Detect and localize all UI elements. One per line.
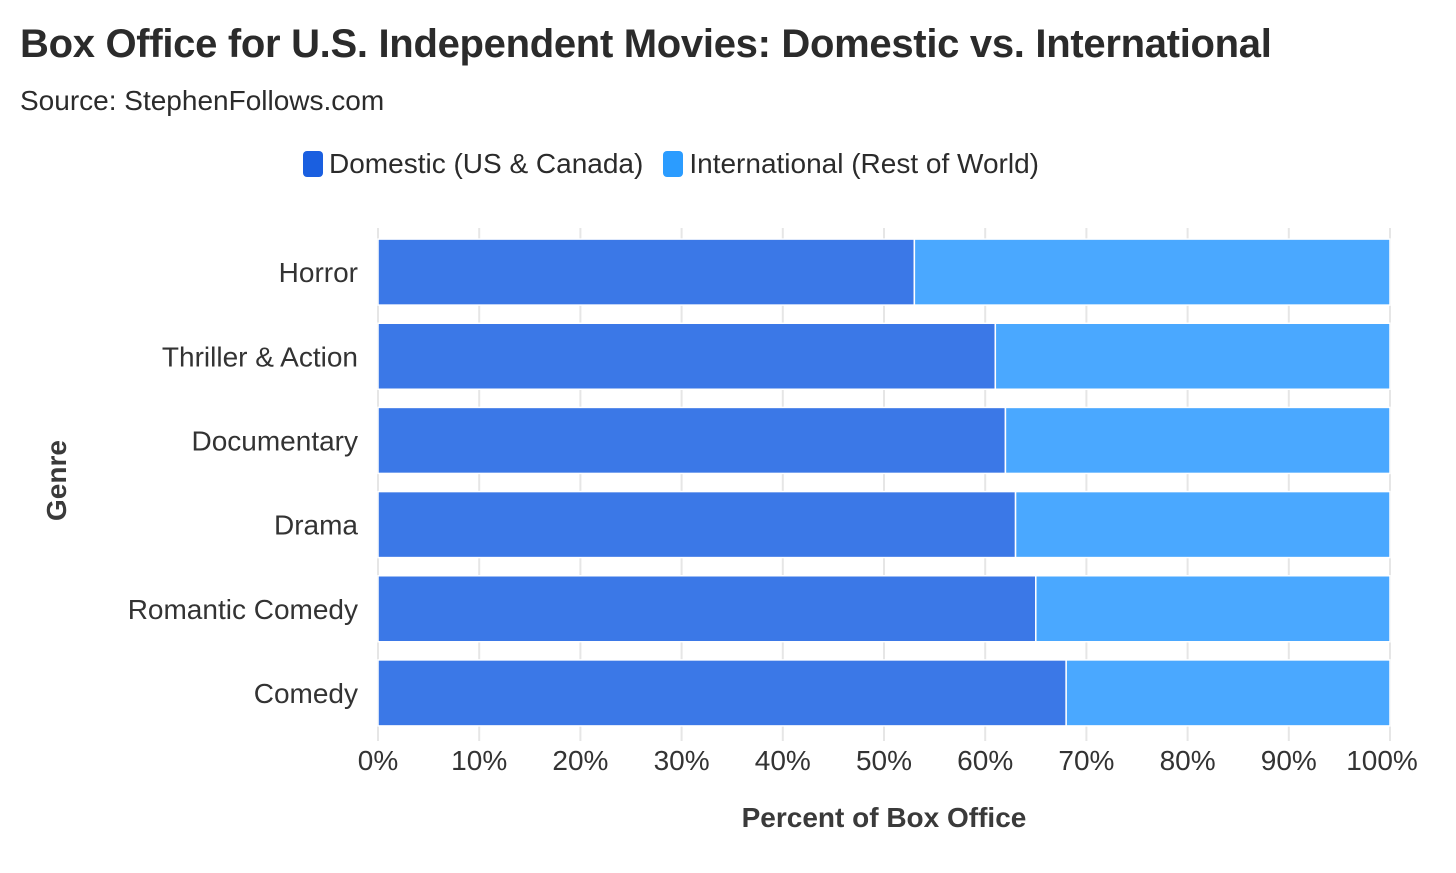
x-tick-70: 70% [1058, 745, 1114, 776]
chart-subtitle: Source: StephenFollows.com [20, 85, 385, 116]
x-tick-0: 0% [358, 745, 398, 776]
bar-drama-international[interactable] [1014, 490, 1391, 559]
bar-romantic-comedy-domestic[interactable] [377, 575, 1037, 643]
bar-horror-international[interactable] [913, 238, 1391, 306]
y-axis-labels: Horror Thriller & Action Documentary Drama R… [128, 257, 359, 709]
chart-title: Box Office for U.S. Independent Movies: … [20, 22, 1272, 66]
x-tick-30: 30% [654, 745, 710, 776]
y-tick-comedy: Comedy [254, 678, 358, 709]
legend: Domestic (US & Canada) International (Re… [303, 148, 1039, 180]
legend-swatch-international [663, 151, 684, 177]
legend-swatch-domestic [303, 151, 323, 177]
bar-thriller-and-action-international[interactable] [994, 322, 1391, 390]
x-tick-10: 10% [451, 745, 507, 776]
bar-comedy-international[interactable] [1065, 659, 1391, 727]
x-tick-50: 50% [856, 745, 912, 776]
legend-item-domestic[interactable]: Domestic (US & Canada) [303, 148, 643, 180]
bar-drama-domestic[interactable] [377, 490, 1017, 559]
bar-romantic-comedy-international[interactable] [1035, 575, 1391, 643]
legend-item-international[interactable]: International (Rest of World) [663, 148, 1039, 180]
y-axis-title: Genre [41, 440, 72, 521]
gridlines [377, 228, 1391, 741]
legend-label-domestic: Domestic (US & Canada) [329, 148, 644, 179]
bars [377, 238, 1391, 727]
bar-thriller-and-action-domestic[interactable] [377, 322, 997, 390]
x-tick-20: 20% [552, 745, 608, 776]
y-tick-documentary: Documentary [191, 425, 358, 456]
x-axis-title: Percent of Box Office [742, 802, 1027, 833]
x-tick-100: 100% [1346, 745, 1418, 776]
x-tick-60: 60% [957, 745, 1013, 776]
legend-label-international: International (Rest of World) [689, 148, 1039, 179]
x-tick-40: 40% [755, 745, 811, 776]
y-tick-romantic-comedy: Romantic Comedy [128, 594, 358, 625]
x-tick-80: 80% [1160, 745, 1216, 776]
y-tick-thriller-and-action: Thriller & Action [162, 341, 358, 372]
bar-horror-domestic[interactable] [377, 238, 916, 306]
bar-documentary-international[interactable] [1004, 406, 1391, 475]
bar-documentary-domestic[interactable] [377, 406, 1007, 475]
x-axis-labels: 0% 10% 20% 30% 40% 50% 60% 70% 80% 90% 100% [358, 745, 1418, 776]
y-tick-horror: Horror [279, 257, 358, 288]
y-tick-drama: Drama [274, 510, 358, 541]
bar-comedy-domestic[interactable] [377, 659, 1067, 727]
x-tick-90: 90% [1261, 745, 1317, 776]
